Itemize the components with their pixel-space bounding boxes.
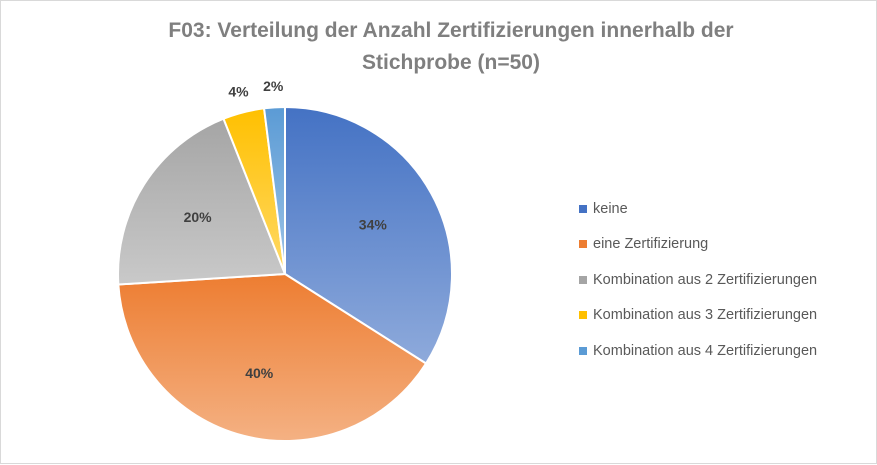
legend: keine eine Zertifizierung Kombination aus … bbox=[579, 191, 817, 369]
legend-swatch bbox=[579, 204, 587, 213]
pie-slice-5 bbox=[262, 105, 286, 275]
data-label-4: 4% bbox=[228, 84, 249, 100]
data-label-2: 40% bbox=[245, 365, 274, 381]
legend-label: Kombination aus 4 Zertifizierungen bbox=[593, 342, 818, 359]
pie-data-labels: 34% 40% 20% 4% 2% bbox=[184, 78, 388, 381]
pie-slices bbox=[117, 105, 453, 442]
chart-title: F03: Verteilung der Anzahl Zertifizierun… bbox=[151, 15, 751, 79]
legend-item-1: keine bbox=[579, 191, 817, 227]
legend-label: Kombination aus 2 Zertifizierungen bbox=[593, 271, 818, 288]
legend-item-2: eine Zertifizierung bbox=[579, 227, 817, 263]
legend-label: keine bbox=[593, 200, 628, 217]
legend-swatch bbox=[579, 275, 587, 284]
data-label-5: 2% bbox=[263, 78, 284, 94]
data-label-1: 34% bbox=[359, 216, 388, 232]
chart-title-line-2: Stichprobe (n=50) bbox=[362, 51, 540, 74]
legend-item-3: Kombination aus 2 Zertifizierungen bbox=[579, 262, 817, 298]
legend-swatch bbox=[579, 346, 587, 355]
legend-label: eine Zertifizierung bbox=[593, 236, 709, 253]
pie-slice-2 bbox=[117, 272, 428, 442]
legend-swatch bbox=[579, 240, 587, 249]
chart-title-line-1: F03: Verteilung der Anzahl Zertifizierun… bbox=[168, 19, 734, 42]
legend-label: Kombination aus 3 Zertifizierungen bbox=[593, 307, 818, 324]
legend-item-5: Kombination aus 4 Zertifizierungen bbox=[579, 333, 817, 369]
data-label-3: 20% bbox=[184, 209, 213, 225]
legend-swatch bbox=[579, 311, 587, 320]
pie-slice-3 bbox=[117, 117, 287, 286]
legend-item-4: Kombination aus 3 Zertifizierungen bbox=[579, 298, 817, 334]
